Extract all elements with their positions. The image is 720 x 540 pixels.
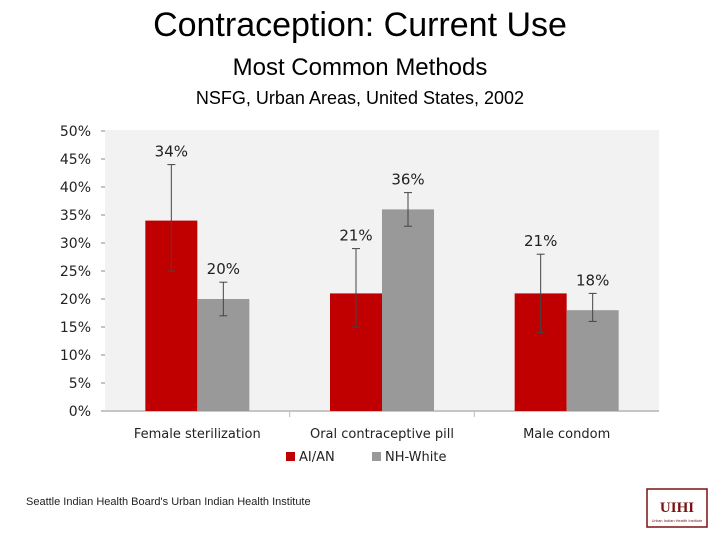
x-category-label: Oral contraceptive pill <box>310 427 454 442</box>
data-label: 21% <box>524 232 557 250</box>
data-label: 21% <box>339 227 372 245</box>
y-tick-label: 30% <box>60 236 91 252</box>
footer-credit: Seattle Indian Health Board's Urban Indi… <box>26 496 311 508</box>
x-category-label: Male condom <box>523 427 610 442</box>
data-label: 34% <box>155 143 188 161</box>
y-tick-label: 15% <box>60 320 91 336</box>
legend: AI/AN NH-White <box>286 450 446 465</box>
bars-group: 34% 20% 21% 36% 21% 18% <box>145 143 619 411</box>
bar-chart: 0% 5% 10% 15% 20% 25% 30% 35% 40% 45% 50% 34% 20% 21… <box>30 118 686 470</box>
legend-label: AI/AN <box>299 450 335 465</box>
bar <box>566 310 619 411</box>
y-tick-label: 40% <box>60 180 91 196</box>
bar <box>197 299 250 411</box>
uihi-logo: UIHI Urban Indian Health Institute <box>646 488 708 528</box>
y-tick-label: 35% <box>60 208 91 224</box>
x-axis: Female sterilization Oral contraceptive p… <box>134 411 610 442</box>
legend-swatch <box>286 452 295 461</box>
y-tick-label: 45% <box>60 152 91 168</box>
y-tick-label: 50% <box>60 124 91 140</box>
y-axis: 0% 5% 10% 15% 20% 25% 30% 35% 40% 45% 50% <box>60 124 659 420</box>
y-tick-label: 10% <box>60 348 91 364</box>
data-label: 36% <box>391 171 424 189</box>
logo-text: UIHI <box>660 500 694 516</box>
legend-label: NH-White <box>385 450 446 465</box>
slide-title: Contraception: Current Use <box>153 6 567 44</box>
x-category-label: Female sterilization <box>134 427 261 442</box>
y-tick-label: 5% <box>69 376 91 392</box>
slide-subtitle: Most Common Methods <box>232 54 488 81</box>
logo-subtext: Urban Indian Health Institute <box>652 518 703 523</box>
data-label: 20% <box>207 260 240 278</box>
legend-swatch <box>372 452 381 461</box>
bar <box>382 209 434 411</box>
y-tick-label: 0% <box>69 404 91 420</box>
y-tick-label: 20% <box>60 292 91 308</box>
data-label: 18% <box>576 271 609 289</box>
slide-source-line: NSFG, Urban Areas, United States, 2002 <box>195 88 525 108</box>
y-tick-label: 25% <box>60 264 91 280</box>
